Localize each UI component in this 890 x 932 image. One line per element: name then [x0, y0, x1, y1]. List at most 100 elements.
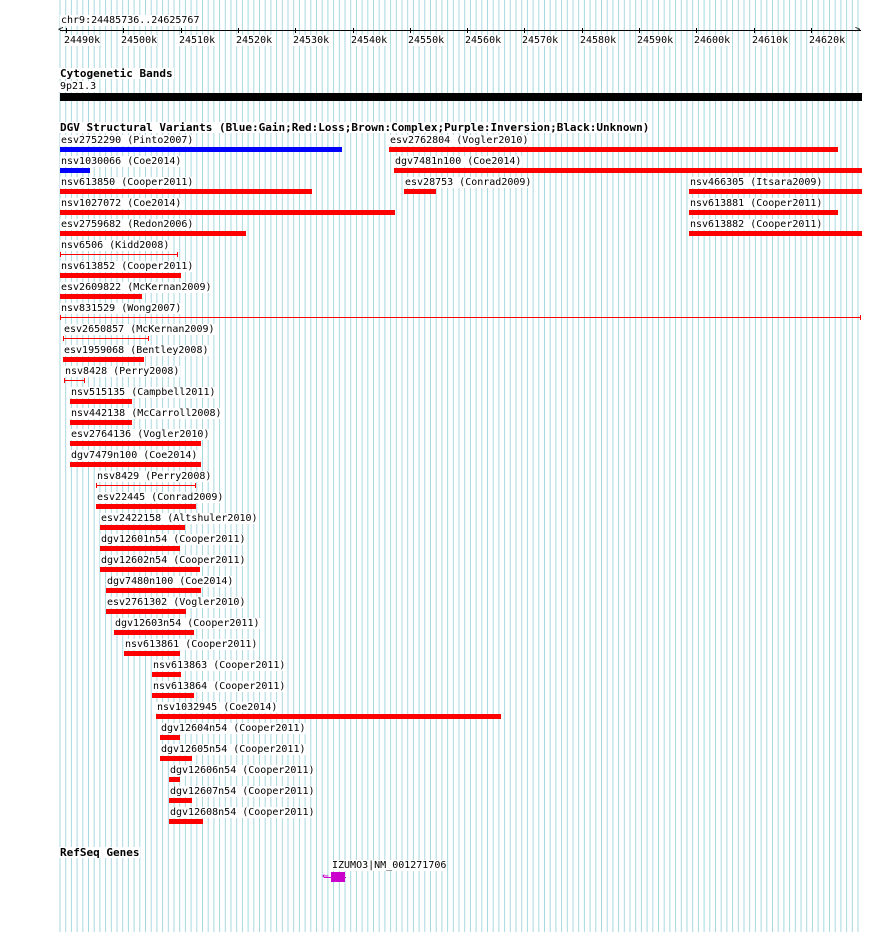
- variant-bar[interactable]: [60, 231, 246, 236]
- ruler-right-arrow-icon[interactable]: >: [855, 25, 861, 35]
- variant-label: dgv12602n54 (Cooper2011): [100, 555, 247, 566]
- variant-bar[interactable]: [114, 630, 194, 635]
- variant-label: nsv442138 (McCarroll2008): [70, 408, 223, 419]
- variant-bar[interactable]: [394, 168, 862, 173]
- ruler-left-arrow-icon[interactable]: <: [58, 25, 64, 35]
- variant-bar[interactable]: [152, 693, 194, 698]
- ruler-tick-label: 24600k: [694, 35, 731, 46]
- variant-label: esv1959068 (Bentley2008): [63, 345, 210, 356]
- ruler-tick: [467, 28, 468, 33]
- variant-bar[interactable]: [152, 672, 181, 677]
- ruler-tick: [238, 28, 239, 33]
- variant-label: dgv12606n54 (Cooper2011): [169, 765, 316, 776]
- variant-bar[interactable]: [160, 756, 192, 761]
- variant-bar[interactable]: [70, 441, 201, 446]
- variant-label: esv2650857 (McKernan2009): [63, 324, 216, 335]
- ruler-tick: [754, 28, 755, 33]
- variant-bar[interactable]: [70, 399, 132, 404]
- variant-label: dgv7479n100 (Coe2014): [70, 450, 199, 461]
- gene-exon-block[interactable]: [331, 872, 345, 882]
- variant-bar[interactable]: [404, 189, 436, 194]
- gene-strand-arrow-icon: ←: [322, 869, 329, 882]
- variant-bar-endcap: [195, 483, 196, 488]
- gene-label: IZUMO3|NM_001271706: [331, 860, 448, 871]
- ruler-tick: [123, 28, 124, 33]
- variant-bar[interactable]: [63, 338, 149, 339]
- variant-bar[interactable]: [689, 189, 862, 194]
- variant-label: esv2422158 (Altshuler2010): [100, 513, 259, 524]
- ruler-tick-label: 24540k: [351, 35, 388, 46]
- variant-label: dgv12604n54 (Cooper2011): [160, 723, 307, 734]
- variant-bar[interactable]: [60, 294, 142, 299]
- variant-bar[interactable]: [124, 651, 180, 656]
- position-label: chr9:24485736..24625767: [60, 15, 201, 26]
- variant-bar[interactable]: [70, 462, 201, 467]
- variant-label: nsv613861 (Cooper2011): [124, 639, 259, 650]
- variant-label: nsv8428 (Perry2008): [64, 366, 181, 377]
- ruler-tick: [353, 28, 354, 33]
- variant-label: esv28753 (Conrad2009): [404, 177, 533, 188]
- variant-bar[interactable]: [64, 380, 85, 381]
- variant-bar-endcap: [148, 336, 149, 341]
- variant-label: nsv8429 (Perry2008): [96, 471, 213, 482]
- variant-bar[interactable]: [100, 525, 185, 530]
- variant-bar[interactable]: [60, 168, 90, 173]
- variant-label: nsv613850 (Cooper2011): [60, 177, 195, 188]
- variant-bar[interactable]: [106, 588, 201, 593]
- ruler-tick-label: 24500k: [121, 35, 158, 46]
- variant-bar[interactable]: [100, 546, 180, 551]
- variant-bar[interactable]: [389, 147, 838, 152]
- variant-bar[interactable]: [60, 189, 312, 194]
- variant-bar-endcap: [84, 378, 85, 383]
- variant-bar[interactable]: [689, 231, 862, 236]
- ruler-tick-label: 24510k: [179, 35, 216, 46]
- refseq-track-title: RefSeq Genes: [59, 846, 141, 859]
- variant-bar[interactable]: [156, 714, 501, 719]
- variant-bar[interactable]: [169, 819, 203, 824]
- variant-label: esv2761302 (Vogler2010): [106, 597, 247, 608]
- variant-bar[interactable]: [63, 357, 144, 362]
- variant-bar-endcap: [64, 378, 65, 383]
- ruler-tick: [696, 28, 697, 33]
- variant-bar[interactable]: [160, 735, 180, 740]
- variant-bar[interactable]: [70, 420, 132, 425]
- cytoband-bar[interactable]: [60, 93, 862, 101]
- dgv-track-title: DGV Structural Variants (Blue:Gain;Red:L…: [59, 121, 651, 134]
- variant-label: esv2764136 (Vogler2010): [70, 429, 211, 440]
- variant-bar[interactable]: [100, 567, 200, 572]
- variant-bar[interactable]: [689, 210, 838, 215]
- variant-bar[interactable]: [106, 609, 186, 614]
- variant-label: nsv1032945 (Coe2014): [156, 702, 279, 713]
- ruler-tick: [295, 28, 296, 33]
- variant-bar[interactable]: [96, 485, 196, 486]
- ruler-tick-label: 24560k: [465, 35, 502, 46]
- variant-bar[interactable]: [60, 317, 861, 318]
- ruler-tick-label: 24520k: [236, 35, 273, 46]
- variant-bar[interactable]: [60, 147, 342, 152]
- variant-label: nsv466305 (Itsara2009): [689, 177, 824, 188]
- ruler-tick: [410, 28, 411, 33]
- ruler-tick-label: 24620k: [809, 35, 846, 46]
- variant-bar[interactable]: [169, 777, 180, 782]
- variant-label: nsv515135 (Campbell2011): [70, 387, 217, 398]
- variant-bar-endcap: [63, 336, 64, 341]
- variant-label: esv2762804 (Vogler2010): [389, 135, 530, 146]
- variant-bar[interactable]: [60, 273, 181, 278]
- variant-label: esv22445 (Conrad2009): [96, 492, 225, 503]
- variant-bar-endcap: [60, 252, 61, 257]
- variant-bar[interactable]: [60, 254, 178, 255]
- variant-label: nsv6506 (Kidd2008): [60, 240, 171, 251]
- variant-label: nsv613863 (Cooper2011): [152, 660, 287, 671]
- variant-label: esv2609822 (McKernan2009): [60, 282, 213, 293]
- variant-bar[interactable]: [169, 798, 192, 803]
- variant-bar-endcap: [60, 315, 61, 320]
- ruler-tick-label: 24530k: [293, 35, 330, 46]
- ruler-tick: [524, 28, 525, 33]
- variant-label: nsv613881 (Cooper2011): [689, 198, 824, 209]
- variant-bar[interactable]: [60, 210, 395, 215]
- variant-label: dgv12605n54 (Cooper2011): [160, 744, 307, 755]
- variant-label: dgv12601n54 (Cooper2011): [100, 534, 247, 545]
- variant-bar[interactable]: [96, 504, 196, 509]
- ruler-tick-label: 24570k: [522, 35, 559, 46]
- ruler-tick-label: 24490k: [64, 35, 101, 46]
